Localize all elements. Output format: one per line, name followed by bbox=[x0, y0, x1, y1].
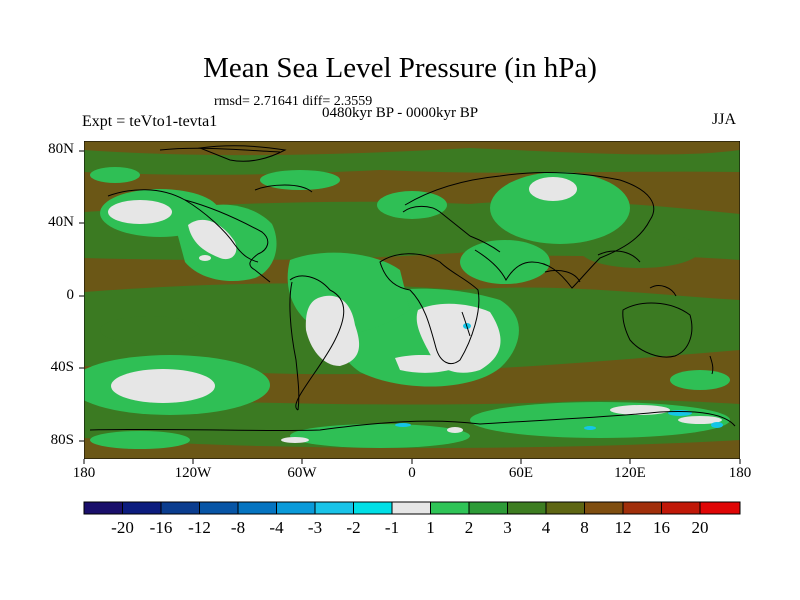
map-title: Mean Sea Level Pressure (in hPa) bbox=[203, 52, 597, 84]
colorbar-box bbox=[468, 501, 508, 515]
neutral-regions bbox=[108, 177, 722, 443]
lon-label: 120E bbox=[614, 465, 646, 481]
season-label: JJA bbox=[712, 111, 737, 128]
colorbar-box bbox=[199, 501, 239, 515]
colorbar-label: -4 bbox=[269, 518, 284, 537]
lat-label: 0 bbox=[66, 287, 75, 303]
colorbar-label: -3 bbox=[307, 518, 323, 537]
lon-label: 120W bbox=[174, 465, 212, 481]
colorbar-box bbox=[160, 501, 200, 515]
colorbar-label: -20 bbox=[111, 518, 134, 537]
stats-subtitle: rmsd= 2.71641 diff= 2.3559 bbox=[214, 94, 373, 109]
lon-label: 180 bbox=[72, 465, 96, 481]
colorbar bbox=[83, 501, 741, 515]
experiment-label: Expt = teVto1-tevta1 bbox=[82, 113, 218, 130]
lon-label: 0 bbox=[408, 465, 416, 481]
colorbar-label: 4 bbox=[541, 518, 551, 537]
colorbar-box bbox=[122, 501, 162, 515]
colorbar-box bbox=[353, 501, 393, 515]
colorbar-box bbox=[699, 501, 741, 515]
colorbar-label: 20 bbox=[691, 518, 709, 537]
colorbar-label: 8 bbox=[580, 518, 589, 537]
lat-label: 80N bbox=[48, 141, 74, 157]
colorbar-box bbox=[545, 501, 585, 515]
colorbar-label: -12 bbox=[188, 518, 211, 537]
lon-label: 60W bbox=[287, 465, 317, 481]
colorbar-box bbox=[507, 501, 547, 515]
colorbar-box bbox=[391, 501, 431, 515]
colorbar-box bbox=[661, 501, 701, 515]
colorbar-label: -2 bbox=[346, 518, 361, 537]
colorbar-box bbox=[430, 501, 470, 515]
colorbar-label: -16 bbox=[149, 518, 173, 537]
lat-label: 40S bbox=[50, 359, 74, 375]
lon-label: 60E bbox=[508, 465, 534, 481]
lon-label: 180 bbox=[728, 465, 752, 481]
contour-field bbox=[84, 141, 740, 459]
colorbar-box bbox=[314, 501, 354, 515]
colorbar-box bbox=[276, 501, 316, 515]
colorbar-label: 12 bbox=[614, 518, 632, 537]
colorbar-label: 16 bbox=[653, 518, 670, 537]
axis-ticks bbox=[79, 150, 741, 464]
period-subtitle: 0480kyr BP - 0000kyr BP bbox=[322, 105, 479, 121]
colorbar-box bbox=[584, 501, 624, 515]
colorbar-label: -1 bbox=[384, 518, 400, 537]
colorbar-label: 2 bbox=[464, 518, 474, 537]
colorbar-box bbox=[622, 501, 662, 515]
lat-label: 40N bbox=[48, 214, 74, 230]
colorbar-label: -8 bbox=[230, 518, 246, 537]
lat-label: 80S bbox=[50, 432, 74, 448]
colorbar-label: 1 bbox=[426, 518, 435, 537]
colorbar-label: 3 bbox=[503, 518, 512, 537]
colorbar-box bbox=[83, 501, 123, 515]
colorbar-box bbox=[237, 501, 277, 515]
coastlines bbox=[89, 145, 736, 432]
